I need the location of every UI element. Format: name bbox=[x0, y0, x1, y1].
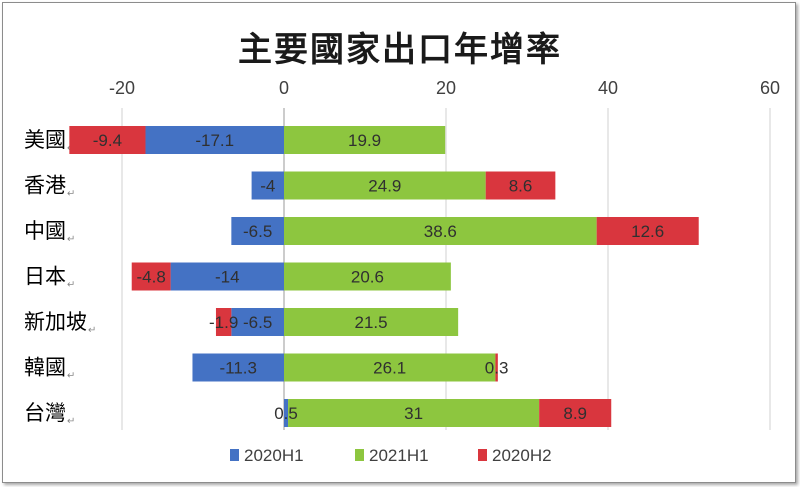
bar-2020H1 bbox=[231, 217, 284, 245]
bar-2020H2 bbox=[495, 353, 498, 382]
legend-label: 2020H1 bbox=[244, 446, 304, 465]
bar-2020H2 bbox=[485, 171, 556, 200]
paragraph-mark: ↵ bbox=[67, 280, 75, 291]
bar-2021H1 bbox=[284, 126, 446, 154]
x-tick-label: -20 bbox=[109, 78, 135, 98]
paragraph-mark: ↵ bbox=[67, 189, 75, 200]
data-label: 19.9 bbox=[348, 131, 381, 150]
paragraph-mark: ↵ bbox=[88, 325, 96, 336]
data-label: 0.5 bbox=[274, 404, 298, 423]
category-label: 香港 bbox=[24, 174, 66, 198]
bar-2020H1 bbox=[231, 308, 284, 336]
data-label: 31 bbox=[404, 404, 423, 423]
data-label: 8.9 bbox=[563, 404, 587, 423]
data-labels: -17.1 19.9 -9.4 -4 24.9 8.6 -6.5 38.6 12.6 -14 20.… bbox=[93, 131, 664, 423]
paragraph-mark: ↵ bbox=[67, 416, 75, 427]
x-axis-ticks: -20 0 20 40 60 bbox=[109, 78, 780, 98]
data-label: 12.6 bbox=[631, 222, 664, 241]
x-tick-label: 20 bbox=[436, 78, 456, 98]
data-label: -14 bbox=[215, 268, 240, 287]
category-label: 日本 bbox=[24, 265, 66, 289]
legend-label: 2020H2 bbox=[492, 446, 552, 465]
legend-label: 2021H1 bbox=[369, 446, 429, 465]
bar-2020H1 bbox=[284, 399, 289, 427]
paragraph-mark: ↵ bbox=[67, 234, 75, 245]
x-tick-label: 40 bbox=[598, 78, 618, 98]
bar-2021H1 bbox=[284, 171, 486, 200]
bar-2020H1 bbox=[170, 262, 284, 291]
data-label: 20.6 bbox=[351, 268, 384, 287]
data-label: -17.1 bbox=[195, 131, 234, 150]
bar-2020H1 bbox=[145, 126, 284, 154]
bar-2020H2 bbox=[215, 308, 232, 336]
legend-swatch bbox=[230, 449, 239, 461]
bar-2020H2 bbox=[131, 262, 171, 291]
legend: 2020H1 2021H1 2020H2 bbox=[230, 446, 552, 465]
category-label: 台灣 bbox=[24, 401, 66, 425]
data-label: -4.8 bbox=[137, 268, 166, 287]
bar-2020H2 bbox=[539, 399, 612, 427]
legend-swatch bbox=[355, 449, 364, 461]
category-label: 新加坡 bbox=[24, 310, 87, 334]
data-label: 8.6 bbox=[509, 177, 533, 196]
data-label: -6.5 bbox=[243, 222, 272, 241]
data-label: 38.6 bbox=[424, 222, 457, 241]
bar-2021H1 bbox=[284, 262, 451, 291]
bar-2020H1 bbox=[192, 353, 284, 382]
data-label: 24.9 bbox=[368, 177, 401, 196]
category-label: 美國 bbox=[24, 128, 66, 152]
data-label: 26.1 bbox=[373, 359, 406, 378]
data-label: -6.5 bbox=[243, 313, 272, 332]
category-label: 韓國 bbox=[24, 356, 66, 380]
data-label: -9.4 bbox=[93, 131, 122, 150]
category-axis: 美國↵香港↵中國↵日本↵新加坡↵韓國↵台灣↵ bbox=[24, 128, 96, 427]
bar-2021H1 bbox=[284, 353, 496, 382]
paragraph-mark: ↵ bbox=[67, 371, 75, 382]
data-label: 21.5 bbox=[355, 313, 388, 332]
legend-swatch bbox=[478, 449, 487, 461]
bar-2021H1 bbox=[284, 308, 459, 336]
bars bbox=[69, 126, 699, 427]
chart-title: 主要國家出口年增率 bbox=[238, 30, 562, 70]
data-label: -4 bbox=[260, 177, 275, 196]
data-label: 0.3 bbox=[485, 359, 509, 378]
bar-2020H2 bbox=[69, 126, 146, 154]
bar-2021H1 bbox=[284, 217, 597, 245]
data-label: -11.3 bbox=[219, 359, 257, 378]
x-tick-label: 60 bbox=[760, 78, 780, 98]
bar-2020H2 bbox=[596, 217, 699, 245]
bar-2020H1 bbox=[251, 171, 284, 200]
bar-2021H1 bbox=[288, 399, 540, 427]
data-label: -1.9 bbox=[209, 313, 238, 332]
category-label: 中國 bbox=[24, 219, 66, 243]
x-tick-label: 0 bbox=[279, 78, 289, 98]
